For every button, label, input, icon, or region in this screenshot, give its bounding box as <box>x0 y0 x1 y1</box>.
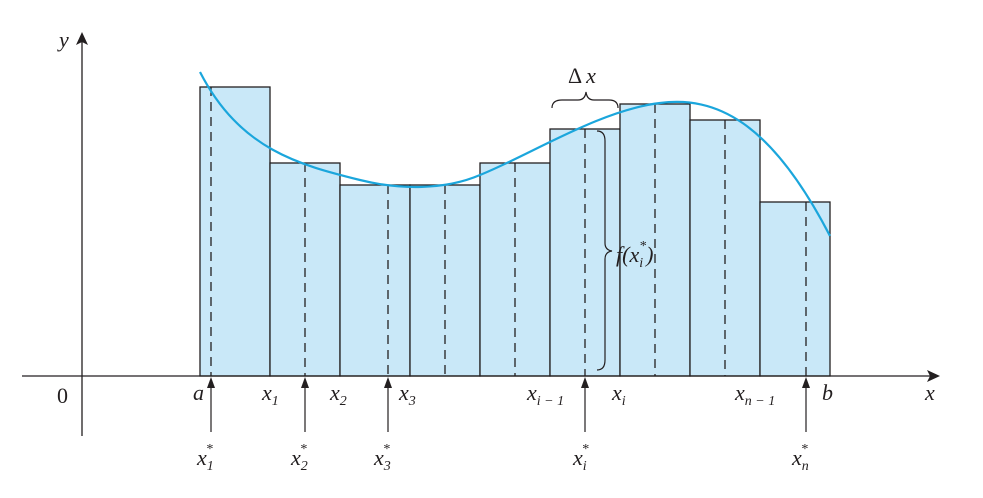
sample-arrows <box>207 377 810 432</box>
function-curve <box>199 71 831 237</box>
tick-label-x2: x2 <box>329 380 347 409</box>
tick-labels: a x1 x2 x3 xi − 1 xi xn − 1 b <box>193 380 833 409</box>
rectangle-3 <box>339 184 411 377</box>
sample-label-xn-star: xn* <box>791 442 809 474</box>
height-label: f(xi*) <box>616 239 653 271</box>
tick-label-x3: x3 <box>398 380 416 409</box>
x-axis-label: x <box>924 380 935 405</box>
tick-label-x-n-minus-1: xn − 1 <box>734 380 775 409</box>
height-brace <box>596 130 613 371</box>
sample-label-x3-star: x3* <box>373 442 391 474</box>
y-axis-label: y <box>57 27 69 52</box>
y-axis-arrowhead <box>76 32 88 45</box>
sample-label-xi-star: xi* <box>572 442 589 474</box>
arrowhead-xi-star <box>581 377 589 388</box>
tick-label-x1: x1 <box>261 380 279 409</box>
riemann-rectangles <box>199 86 831 377</box>
x-axis-arrowhead <box>927 370 940 382</box>
tick-label-b: b <box>822 380 833 405</box>
axes <box>22 32 940 436</box>
arrowhead-x3-star <box>384 377 392 388</box>
arrowhead-x1-star <box>207 377 215 388</box>
rectangle-n <box>759 201 831 377</box>
tick-label-x-i-minus-1: xi − 1 <box>526 380 564 409</box>
sample-label-x1-star: x1* <box>196 442 214 474</box>
arrowhead-x2-star <box>301 377 309 388</box>
tick-label-a: a <box>193 380 204 405</box>
sample-lines <box>210 87 807 376</box>
height-annotation: f(xi*) <box>596 130 653 371</box>
sample-label-x2-star: x2* <box>290 442 308 474</box>
delta-x-brace <box>551 91 619 109</box>
arrowhead-xn-star <box>802 377 810 388</box>
sample-labels: x1* x2* x3* xi* xn* <box>196 442 809 474</box>
origin-label: 0 <box>57 383 68 408</box>
rectangle-1 <box>199 86 271 377</box>
tick-label-x-i: xi <box>611 380 626 409</box>
